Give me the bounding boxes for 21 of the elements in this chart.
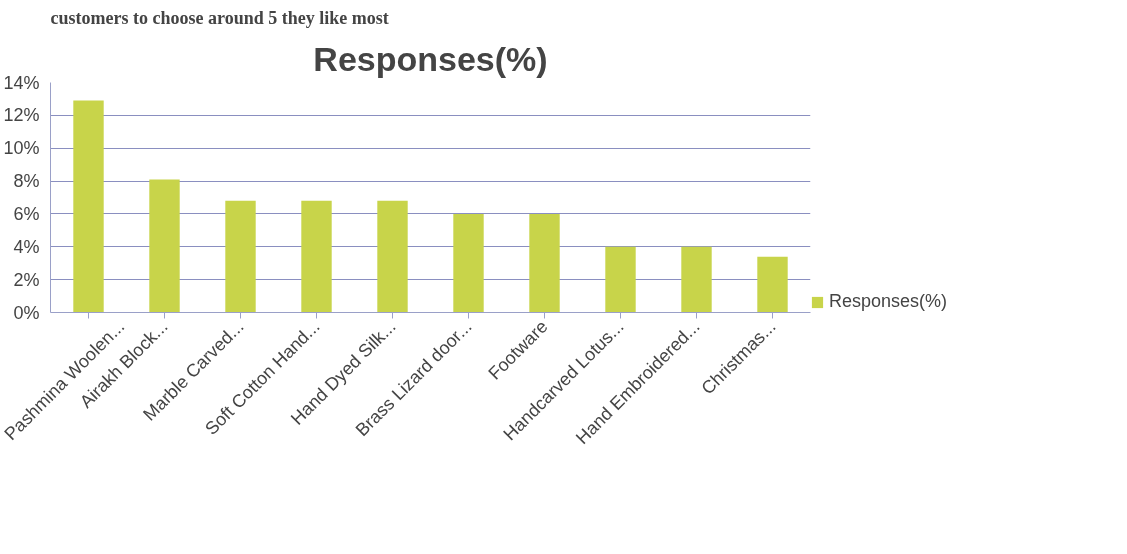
y-tick-label: 6% — [13, 203, 40, 224]
bar — [301, 200, 332, 313]
bar — [681, 246, 712, 313]
bar — [377, 200, 408, 313]
bar — [453, 213, 484, 313]
chart-title: Responses(%) — [313, 39, 548, 78]
bar — [757, 256, 788, 313]
bar — [605, 246, 636, 313]
y-tick-label: 8% — [13, 171, 40, 192]
text: customers to choose around 5 they like most — [50, 7, 389, 28]
y-tick-label: 14% — [3, 72, 40, 93]
bar — [225, 200, 256, 313]
y-tick-label: 4% — [13, 236, 40, 257]
bar — [529, 213, 560, 313]
y-tick-label: 10% — [3, 138, 40, 159]
bar — [73, 100, 104, 313]
legend-label: Responses(%) — [829, 291, 948, 312]
bar — [149, 179, 180, 313]
y-tick-label: 0% — [13, 302, 40, 323]
y-tick-label: 12% — [3, 105, 40, 126]
y-tick-label: 2% — [13, 269, 40, 290]
